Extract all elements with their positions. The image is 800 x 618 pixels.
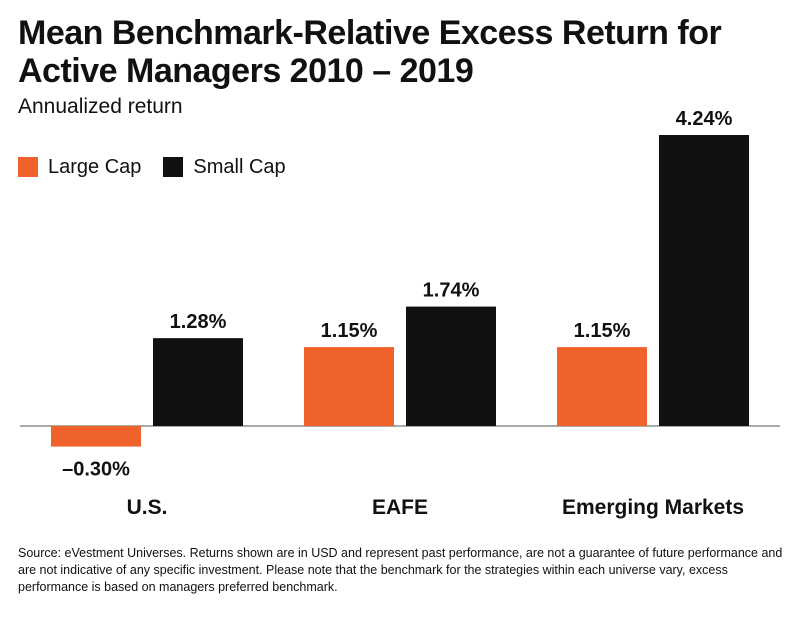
legend-label-large-cap: Large Cap [48, 156, 142, 178]
chart-legend: Large Cap Small Cap [18, 154, 308, 180]
source-note: Source: eVestment Universes. Returns sho… [18, 546, 783, 594]
chart-title: Mean Benchmark-Relative Excess Return fo… [18, 14, 722, 90]
data-label-large-cap-eafe: 1.15% [321, 320, 378, 342]
legend-label-small-cap: Small Cap [193, 156, 286, 178]
legend-item-small-cap: Small Cap [163, 155, 286, 179]
bar-small-cap-emerging-markets [659, 135, 749, 426]
bar-large-cap-emerging-markets [557, 347, 647, 426]
legend-swatch-large-cap [18, 157, 38, 177]
category-label-emerging-markets: Emerging Markets [562, 496, 744, 519]
chart-subtitle: Annualized return [18, 95, 183, 118]
bar-small-cap-eafe [406, 306, 496, 426]
bar-large-cap-eafe [304, 347, 394, 426]
category-label-u-s: U.S. [127, 496, 168, 519]
legend-swatch-small-cap [163, 157, 184, 177]
data-label-small-cap-u-s: 1.28% [170, 311, 227, 333]
data-label-large-cap-u-s: –0.30% [62, 459, 130, 481]
bar-small-cap-u-s [153, 338, 243, 426]
data-label-large-cap-emerging-markets: 1.15% [574, 320, 631, 342]
category-label-eafe: EAFE [372, 496, 428, 519]
bar-large-cap-u-s [51, 426, 141, 447]
data-label-small-cap-emerging-markets: 4.24% [676, 108, 733, 130]
bar-chart: –0.30% 1.28% U.S. 1.15% 1.74% EAFE 1.15% 4.24% E… [20, 108, 780, 519]
legend-item-large-cap: Large Cap [18, 155, 141, 179]
data-label-small-cap-eafe: 1.74% [423, 280, 480, 302]
